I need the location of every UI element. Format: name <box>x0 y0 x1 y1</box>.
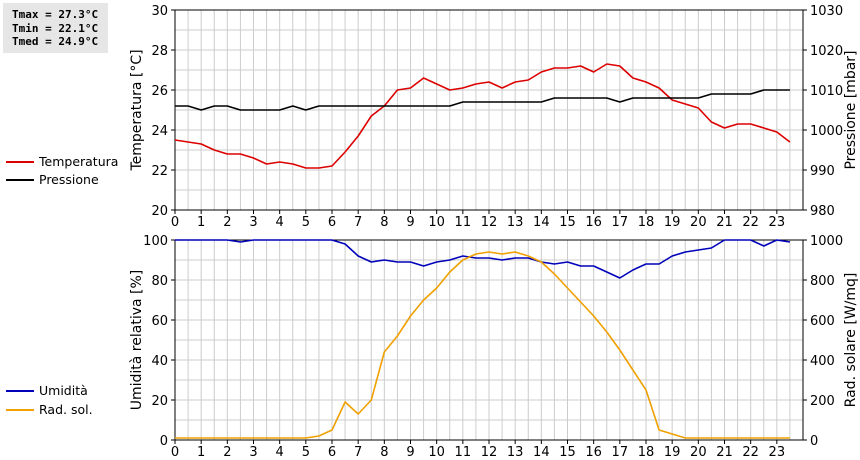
panel1-x-tick-label: 23 <box>769 215 786 230</box>
panel1-y-right-tick-label: 1020 <box>810 44 843 59</box>
panel2-x-tick-label: 23 <box>769 445 786 460</box>
legend-label-temperature: Temperatura <box>39 154 119 169</box>
panel1-x-tick-label: 14 <box>533 215 550 230</box>
panel2-x-tick-label: 7 <box>354 445 362 460</box>
panel2-x-tick-label: 12 <box>481 445 498 460</box>
stats-tmax: Tmax = 27.3°C <box>12 8 99 21</box>
panel2-x-tick-label: 9 <box>406 445 414 460</box>
legend-line-solar <box>6 409 34 411</box>
panel1-x-tick-label: 7 <box>354 215 362 230</box>
panel1-x-tick-label: 12 <box>481 215 498 230</box>
panel2-y-left-tick-label: 80 <box>151 274 168 289</box>
panel2-x-tick-label: 11 <box>455 445 472 460</box>
panel1-series-line-1 <box>174 63 791 169</box>
panel2-y-left-axis-label: Umidità relativa [%] <box>129 270 145 411</box>
panel2-y-left-tick-label: 60 <box>151 314 168 329</box>
panel1-x-tick-label: 3 <box>249 215 257 230</box>
panel2-x-tick-label: 13 <box>507 445 524 460</box>
legend-label-humidity: Umidità <box>39 383 88 398</box>
panel1-y-right-tick-label: 1010 <box>810 84 843 99</box>
panel1-x-tick-label: 19 <box>664 215 681 230</box>
panel2-y-left-tick-label: 0 <box>160 434 168 449</box>
panel1-series-line-2 <box>175 89 790 111</box>
panel1-x-tick-label: 0 <box>171 215 179 230</box>
panel1-x-tick-label: 17 <box>612 215 629 230</box>
panel2-x-tick-label: 22 <box>742 445 759 460</box>
panel2-x-tick-label: 2 <box>223 445 231 460</box>
panel1-y-left-axis-label: Temperatura [°C] <box>129 49 145 171</box>
panel2-x-tick-label: 15 <box>559 445 576 460</box>
panel1-y-left-tick-label: 24 <box>151 124 168 139</box>
panel1-x-tick-label: 15 <box>559 215 576 230</box>
panel1-y-left-tick-label: 22 <box>151 164 168 179</box>
panel1-y-right-tick-label: 1000 <box>810 124 843 139</box>
panel2-y-left-tick-label: 100 <box>143 234 168 249</box>
panel2-x-tick-label: 18 <box>638 445 655 460</box>
panel1-y-left-tick-label: 20 <box>151 204 168 219</box>
stats-box: Tmax = 27.3°C Tmin = 22.1°C Tmed = 24.9°… <box>3 3 108 53</box>
panel2-y-right-tick-label: 1000 <box>810 234 843 249</box>
legend-line-pressure <box>6 179 34 181</box>
panel1-x-tick-label: 16 <box>585 215 602 230</box>
panel2-y-left-tick-label: 40 <box>151 354 168 369</box>
panel1-x-tick-label: 4 <box>276 215 284 230</box>
panel2-series-line-1 <box>175 239 791 279</box>
legend-label-solar: Rad. sol. <box>39 402 93 417</box>
panel2-x-tick-label: 5 <box>302 445 310 460</box>
stats-tmin: Tmin = 22.1°C <box>12 21 99 35</box>
panel2-y-right-tick-label: 600 <box>810 314 835 329</box>
panel1-x-tick-label: 10 <box>428 215 445 230</box>
panel1-x-tick-label: 9 <box>406 215 414 230</box>
panel2-y-right-axis-label: Rad. solare [W/mq] <box>843 273 859 408</box>
panel1-x-tick-label: 5 <box>302 215 310 230</box>
panel2-y-left-tick-label: 20 <box>151 394 168 409</box>
panel1-y-right-tick-label: 1030 <box>810 4 843 19</box>
panel2-x-tick-label: 10 <box>428 445 445 460</box>
panel2-x-tick-label: 16 <box>585 445 602 460</box>
panel1-x-tick-label: 21 <box>716 215 733 230</box>
panel2-x-tick-label: 0 <box>171 445 179 460</box>
panel2-x-tick-label: 3 <box>249 445 257 460</box>
panel1-x-tick-label: 18 <box>638 215 655 230</box>
legend-line-temperature <box>6 161 34 163</box>
panel1-x-tick-label: 22 <box>742 215 759 230</box>
panel1-y-right-axis-label: Pressione [mbar] <box>843 50 859 169</box>
panel2-y-right-tick-label: 400 <box>810 354 835 369</box>
panel1-x-tick-label: 11 <box>455 215 472 230</box>
panel2-x-tick-label: 17 <box>612 445 629 460</box>
panel1-y-right-tick-label: 990 <box>810 164 835 179</box>
panel2-x-tick-label: 20 <box>690 445 707 460</box>
panel1-x-tick-label: 1 <box>197 215 205 230</box>
panel1-y-left-tick-label: 26 <box>151 84 168 99</box>
panel1-x-tick-label: 6 <box>328 215 336 230</box>
panel1-y-left-tick-label: 28 <box>151 44 168 59</box>
panel2-x-tick-label: 4 <box>276 445 284 460</box>
panel1-x-tick-label: 8 <box>380 215 388 230</box>
panel2-x-tick-label: 8 <box>380 445 388 460</box>
panel2-y-right-tick-label: 0 <box>810 434 818 449</box>
panel1-x-tick-label: 13 <box>507 215 524 230</box>
panel2-series-line-2 <box>175 251 790 439</box>
panel2-y-right-tick-label: 800 <box>810 274 835 289</box>
legend-line-humidity <box>6 390 34 392</box>
panel2-x-tick-label: 1 <box>197 445 205 460</box>
panel2-x-tick-label: 14 <box>533 445 550 460</box>
panel2-x-tick-label: 21 <box>716 445 733 460</box>
panel1-y-left-tick-label: 30 <box>151 4 168 19</box>
panel1-x-tick-label: 20 <box>690 215 707 230</box>
panel1-x-tick-label: 2 <box>223 215 231 230</box>
panel2-x-tick-label: 19 <box>664 445 681 460</box>
panel2-x-tick-label: 6 <box>328 445 336 460</box>
panel2-y-right-tick-label: 200 <box>810 394 835 409</box>
legend-label-pressure: Pressione <box>39 172 99 187</box>
panel1-y-right-tick-label: 980 <box>810 204 835 219</box>
stats-tmed: Tmed = 24.9°C <box>12 35 99 48</box>
